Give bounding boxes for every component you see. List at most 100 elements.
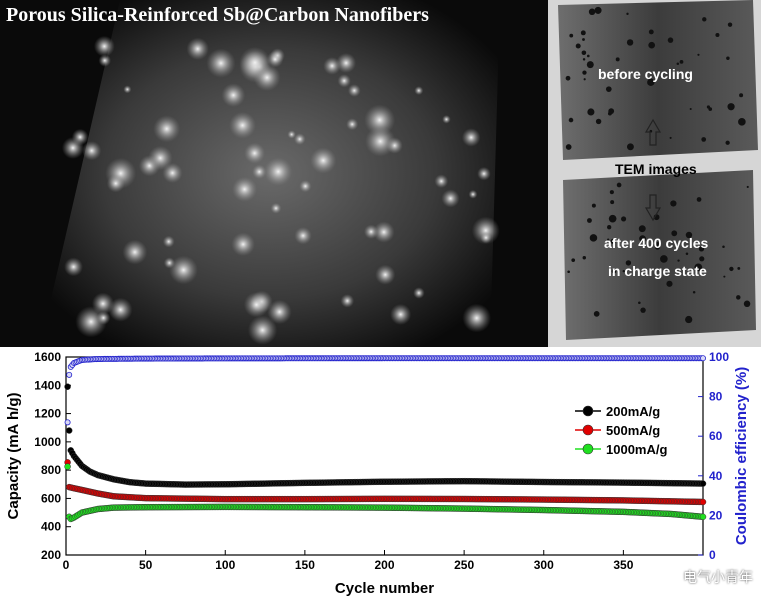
- nanoparticle: [608, 108, 615, 115]
- particle: [252, 164, 267, 179]
- nanoparticle: [671, 230, 678, 237]
- legend-label: 200mA/g: [606, 404, 660, 419]
- particle: [337, 74, 351, 88]
- wechat-icon: [661, 568, 679, 586]
- watermark: 电气小青年: [661, 567, 753, 587]
- x-tick-label: 0: [63, 558, 70, 572]
- particle: [93, 35, 115, 57]
- nanoparticle: [609, 190, 614, 195]
- stem-micrograph: [40, 0, 500, 347]
- particle: [364, 104, 396, 136]
- ce-point: [66, 371, 73, 378]
- x-tick-label: 150: [295, 558, 315, 572]
- nanoparticle: [608, 214, 617, 223]
- legend-marker: [582, 424, 594, 436]
- nanoparticle: [625, 260, 632, 266]
- particle: [347, 84, 361, 97]
- nanoparticle: [739, 93, 744, 98]
- particle: [186, 37, 209, 61]
- nanoparticle: [666, 280, 673, 287]
- nanoparticle: [667, 37, 674, 43]
- x-tick-label: 50: [139, 558, 153, 572]
- nanoparticle: [746, 185, 749, 189]
- nanoparticle: [583, 78, 586, 81]
- particle: [336, 52, 357, 73]
- y2-tick-label: 60: [709, 429, 723, 443]
- nanoparticle: [591, 203, 596, 208]
- nanoparticle: [587, 218, 592, 223]
- ce-point: [64, 419, 71, 426]
- x-tick-label: 350: [613, 558, 633, 572]
- y-tick-label: 1600: [34, 350, 61, 364]
- particle: [299, 180, 312, 193]
- nanoparticle: [727, 103, 735, 111]
- series-200mA/g: [64, 383, 707, 488]
- tem-label-title: TEM images: [615, 161, 697, 177]
- data-point: [699, 480, 707, 487]
- nanoparticle: [582, 38, 585, 41]
- y-tick-label: 400: [41, 520, 61, 534]
- particle: [471, 216, 500, 245]
- data-point: [64, 383, 71, 390]
- y-tick-label: 200: [41, 548, 61, 562]
- particle: [414, 86, 424, 96]
- particle: [244, 142, 266, 164]
- nanoparticle: [640, 307, 646, 313]
- y-tick-label: 1000: [34, 435, 61, 449]
- nanoparticle: [582, 256, 586, 260]
- particle: [363, 224, 379, 239]
- y2-tick-label: 100: [709, 350, 729, 364]
- y-tick-label: 1200: [34, 407, 61, 421]
- particle: [239, 46, 271, 79]
- stem-image-panel: Porous Silica-Reinforced Sb@Carbon Nanof…: [0, 0, 548, 347]
- series-1000mA/g: [64, 463, 707, 523]
- nanoparticle: [715, 32, 720, 38]
- particle: [64, 257, 83, 277]
- nanoparticle: [670, 200, 677, 207]
- y2-tick-label: 80: [709, 390, 723, 404]
- nanoparticle: [699, 256, 705, 262]
- particle: [293, 133, 306, 145]
- nanoparticle: [638, 301, 641, 305]
- particle: [480, 231, 492, 244]
- particle: [468, 189, 478, 199]
- y-tick-label: 1400: [34, 378, 61, 392]
- particle: [266, 50, 284, 68]
- nanoparticle: [581, 50, 587, 56]
- particle: [61, 136, 84, 159]
- nanoparticle: [725, 140, 730, 145]
- particle: [247, 315, 278, 345]
- nanoparticle: [607, 238, 610, 241]
- nanoparticle: [702, 17, 707, 22]
- particle: [441, 189, 460, 208]
- particle: [375, 264, 396, 285]
- particle: [287, 130, 296, 139]
- particle: [390, 303, 412, 325]
- nanoparticle: [722, 245, 725, 249]
- nanoparticle: [605, 86, 612, 93]
- particle: [346, 118, 359, 131]
- particle: [221, 83, 246, 108]
- y2-tick-label: 20: [709, 508, 723, 522]
- x-tick-label: 200: [374, 558, 394, 572]
- nanoparticle: [593, 310, 600, 317]
- data-point: [65, 427, 73, 434]
- data-point: [699, 498, 707, 506]
- nanoparticle: [587, 108, 595, 116]
- nanoparticle: [611, 268, 617, 274]
- data-point: [64, 463, 71, 470]
- series-500mA/g: [64, 459, 707, 506]
- nanoparticle: [586, 61, 594, 69]
- nanoparticle: [588, 8, 596, 16]
- nanoparticle: [565, 75, 571, 81]
- nanoparticle: [622, 269, 625, 273]
- particle: [108, 297, 133, 322]
- nanoparticle: [569, 33, 574, 38]
- nanoparticle: [685, 315, 693, 324]
- particle: [96, 311, 111, 325]
- nanoparticle: [615, 57, 620, 62]
- particle: [434, 174, 449, 189]
- particle: [82, 141, 102, 161]
- nanoparticle: [696, 197, 702, 202]
